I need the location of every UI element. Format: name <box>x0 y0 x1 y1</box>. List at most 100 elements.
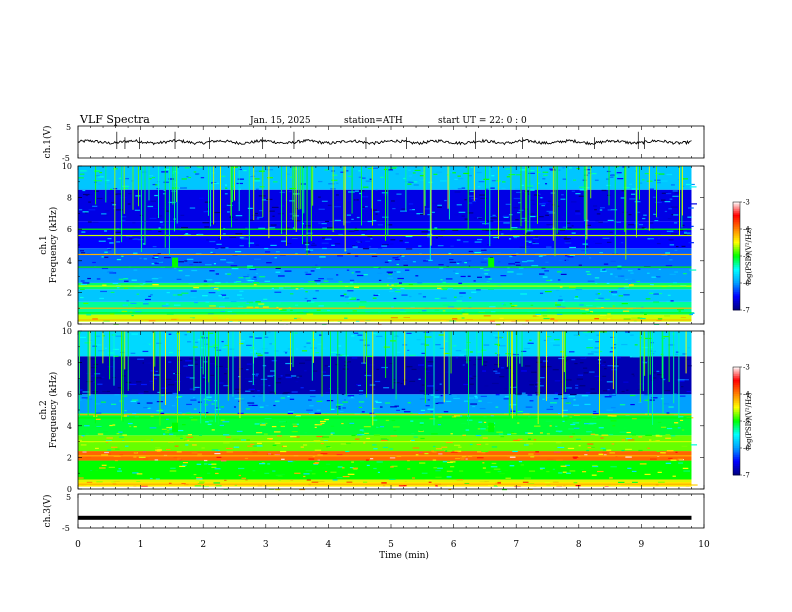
spec-noise <box>292 425 298 427</box>
spec-noise <box>349 466 354 469</box>
spec-noise <box>78 439 82 441</box>
spec-noise <box>276 435 283 437</box>
colorbar-cell <box>733 290 740 293</box>
spec-noise <box>316 435 324 438</box>
spec-noise <box>561 194 564 196</box>
spec-noise <box>316 400 323 402</box>
spec-noise <box>133 230 141 232</box>
spec-noise <box>534 383 539 386</box>
spec-noise <box>537 182 540 184</box>
spec-noise <box>318 278 324 280</box>
spec-noise <box>380 176 384 178</box>
spec-noise <box>278 378 282 380</box>
spec-noise <box>481 452 486 454</box>
spec-noise <box>80 436 83 438</box>
spec-noise <box>292 460 296 462</box>
spec-sferic <box>208 166 209 216</box>
spec-noise <box>306 232 313 234</box>
spec-noise <box>106 437 113 439</box>
spec-noise <box>514 188 522 190</box>
spec-noise <box>519 169 526 171</box>
spec-noise <box>315 264 318 266</box>
spec-noise <box>200 177 205 179</box>
colorbar-cell <box>733 286 740 289</box>
spec-noise <box>377 272 383 274</box>
spec-noise <box>310 270 315 272</box>
spec-noise <box>558 199 561 201</box>
ch1-ylabel: ch.1(V) <box>42 126 53 159</box>
spec-noise <box>418 412 425 415</box>
spec-noise <box>513 264 521 266</box>
spec-noise <box>453 296 457 298</box>
spec-noise <box>366 464 370 467</box>
spec-noise <box>672 356 680 358</box>
spec-noise <box>271 287 274 290</box>
spec-noise <box>490 216 497 218</box>
spec-noise <box>273 431 281 433</box>
spec-noise <box>427 408 434 410</box>
spec-noise <box>125 369 129 371</box>
spec-noise <box>615 357 621 359</box>
spec-noise <box>592 413 599 415</box>
spec-noise <box>485 276 491 278</box>
spec-noise <box>529 384 534 386</box>
spec-noise <box>612 363 619 365</box>
spec-noise <box>95 426 102 429</box>
spec-sferic <box>202 331 204 375</box>
spec-noise <box>418 364 424 366</box>
spec-sferic <box>274 331 276 393</box>
y-tick-label: 8 <box>67 359 72 368</box>
spec-noise <box>104 179 110 182</box>
spec-noise <box>483 344 490 346</box>
spec-noise <box>238 277 244 279</box>
spec-noise <box>358 401 365 403</box>
spec-noise <box>273 350 279 352</box>
spec-noise <box>82 391 90 393</box>
spec-noise <box>149 175 154 177</box>
spec-noise <box>128 238 136 240</box>
spec-noise <box>200 367 204 369</box>
spec-sferic <box>262 166 264 218</box>
spec-noise <box>365 205 368 208</box>
spec-noise <box>303 473 310 475</box>
spec-sferic <box>177 331 178 426</box>
spec-noise <box>452 318 458 320</box>
spec-noise <box>153 254 159 257</box>
spec-noise <box>92 392 97 395</box>
spec-noise <box>321 200 328 202</box>
spec-noise <box>456 239 461 241</box>
spec-noise <box>602 375 607 377</box>
spec-noise <box>404 269 410 271</box>
spec-noise <box>672 475 676 477</box>
spec-noise <box>539 273 545 275</box>
spec-noise <box>275 454 281 456</box>
spec-noise <box>550 279 553 281</box>
spec-noise <box>176 396 181 398</box>
spec-noise <box>346 176 349 178</box>
spec-noise <box>584 403 591 406</box>
spec-noise <box>342 368 349 370</box>
spec-noise <box>560 465 567 467</box>
spec-noise <box>460 458 465 460</box>
spec-sferic <box>520 166 522 227</box>
spec-noise <box>196 477 203 479</box>
spec-noise <box>220 419 225 421</box>
spec-noise <box>406 366 413 368</box>
spec-noise <box>461 351 468 353</box>
spec-noise <box>654 220 659 222</box>
spec-noise <box>494 363 500 366</box>
spec-noise <box>554 380 560 382</box>
spec-noise <box>306 409 313 411</box>
spec-noise <box>349 298 356 300</box>
spec-noise <box>589 422 597 425</box>
spec-noise <box>116 241 121 243</box>
spec-noise <box>490 311 496 313</box>
ch2-spec-xticks <box>77 331 705 489</box>
x-tick-label: 4 <box>326 540 332 550</box>
spec-noise <box>525 186 533 188</box>
spec-noise <box>672 190 678 192</box>
colorbar-cell <box>733 248 740 251</box>
spec-noise <box>458 211 466 213</box>
spec-noise <box>528 453 534 455</box>
spec-noise <box>324 365 329 367</box>
